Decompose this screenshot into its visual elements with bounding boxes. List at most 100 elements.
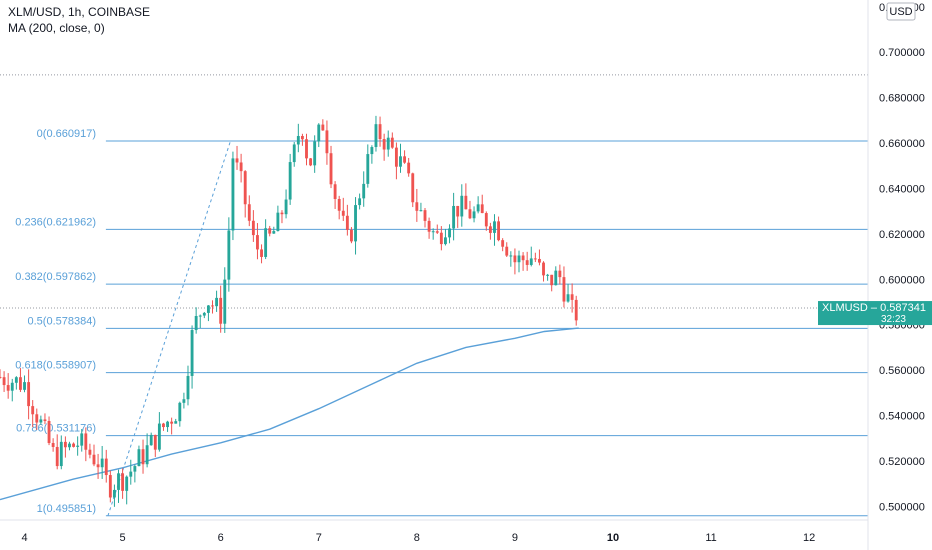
candle-body [264,228,268,257]
y-tick-label: 0.520000 [879,456,925,468]
candle-body [321,124,325,131]
candle-body [374,124,378,148]
candle-body [170,421,174,424]
candle-body [370,147,374,155]
candle-body [362,183,366,199]
candle-body [456,205,460,217]
candle-body [251,220,255,236]
candle-body [51,443,55,447]
candle-body [529,258,533,265]
candle-body [488,226,492,233]
candle-body [570,294,574,300]
candle-body [182,399,186,403]
y-tick-label: 0.620000 [879,229,925,241]
fib-level-label: 0.786(0.531176) [16,423,96,435]
candle-body [125,476,129,491]
y-tick-label: 0.500000 [879,501,925,513]
candle-body [284,199,288,215]
candle-body [206,305,210,313]
candle-body [27,382,31,407]
candle-body [313,141,317,166]
candle-body [14,377,18,383]
currency-badge-box [886,2,916,21]
candle-body [0,376,2,378]
candle-body [35,414,39,423]
candle-body [137,449,141,467]
x-tick-label: 11 [705,532,716,544]
y-tick-label: 0.660000 [879,138,925,150]
candle-body [190,330,194,376]
candle-body [354,205,357,242]
fib-level-label: 0.618(0.558907) [15,360,96,372]
candle-body [566,294,570,302]
candle-body [394,147,398,167]
candle-body [366,154,370,184]
candle-body [96,464,100,468]
x-tick-label: 5 [120,532,126,544]
candle-body [525,260,529,265]
candle-body [186,375,190,400]
candle-body [533,258,537,260]
candle-body [23,382,26,390]
candle-body [476,204,480,212]
candle-body [80,433,84,446]
candle-body [100,458,104,468]
candle-body [68,443,71,448]
candle-body [112,489,116,498]
candle-body [92,454,96,465]
candle-body [178,402,182,422]
indicator-legend: MA (200, close, 0) [8,21,105,35]
candle-body [59,441,63,467]
candle-body [427,220,431,232]
candle-body [129,471,133,477]
price-tag-countdown: 32:23 [881,314,906,325]
candle-body [309,158,313,166]
candle-body [117,473,120,490]
fibonacci-retracement[interactable]: 0(0.660917) 0.236(0.621962) 0.382(0.597862… [15,128,868,517]
x-tick-label: 8 [414,532,420,544]
candle-body [448,228,451,238]
candle-body [382,139,386,150]
candle-body [325,130,329,154]
candle-body [133,466,137,472]
candle-body [538,258,541,263]
candle-body [88,449,92,455]
candle-body [198,315,202,317]
candle-body [345,215,349,230]
candle-body [104,458,108,476]
candle-body [390,137,394,148]
x-tick-label: 9 [512,532,518,544]
candle-body [358,198,362,206]
y-tick-label: 0.640000 [879,183,925,195]
candle-body [72,443,75,447]
x-tick-label: 10 [607,532,619,544]
candle-body [153,434,157,450]
fib-level-label: 1(0.495851) [37,503,96,515]
candle-body [121,473,125,491]
candles-layer [0,115,578,507]
candle-body [162,423,165,428]
fib-level-label: 0.236(0.621962) [15,216,96,228]
fib-level-label: 0.5(0.578384) [28,315,97,327]
candle-body [108,475,112,498]
candle-body [521,255,525,261]
candle-body [211,305,214,307]
candle-body [194,316,198,331]
candle-body [300,136,304,140]
candle-body [260,249,263,257]
candle-body [84,433,88,450]
candle-body [574,299,578,321]
y-tick-label: 0.560000 [879,365,925,377]
candle-body [288,162,292,200]
candle-body [562,277,566,302]
candle-body [386,137,390,150]
candle-body [31,406,35,415]
candle-body [272,231,276,234]
candle-body [423,210,427,221]
candle-body [223,279,227,324]
candle-body [550,274,554,286]
candle-body [513,255,517,263]
candle-body [296,136,300,145]
